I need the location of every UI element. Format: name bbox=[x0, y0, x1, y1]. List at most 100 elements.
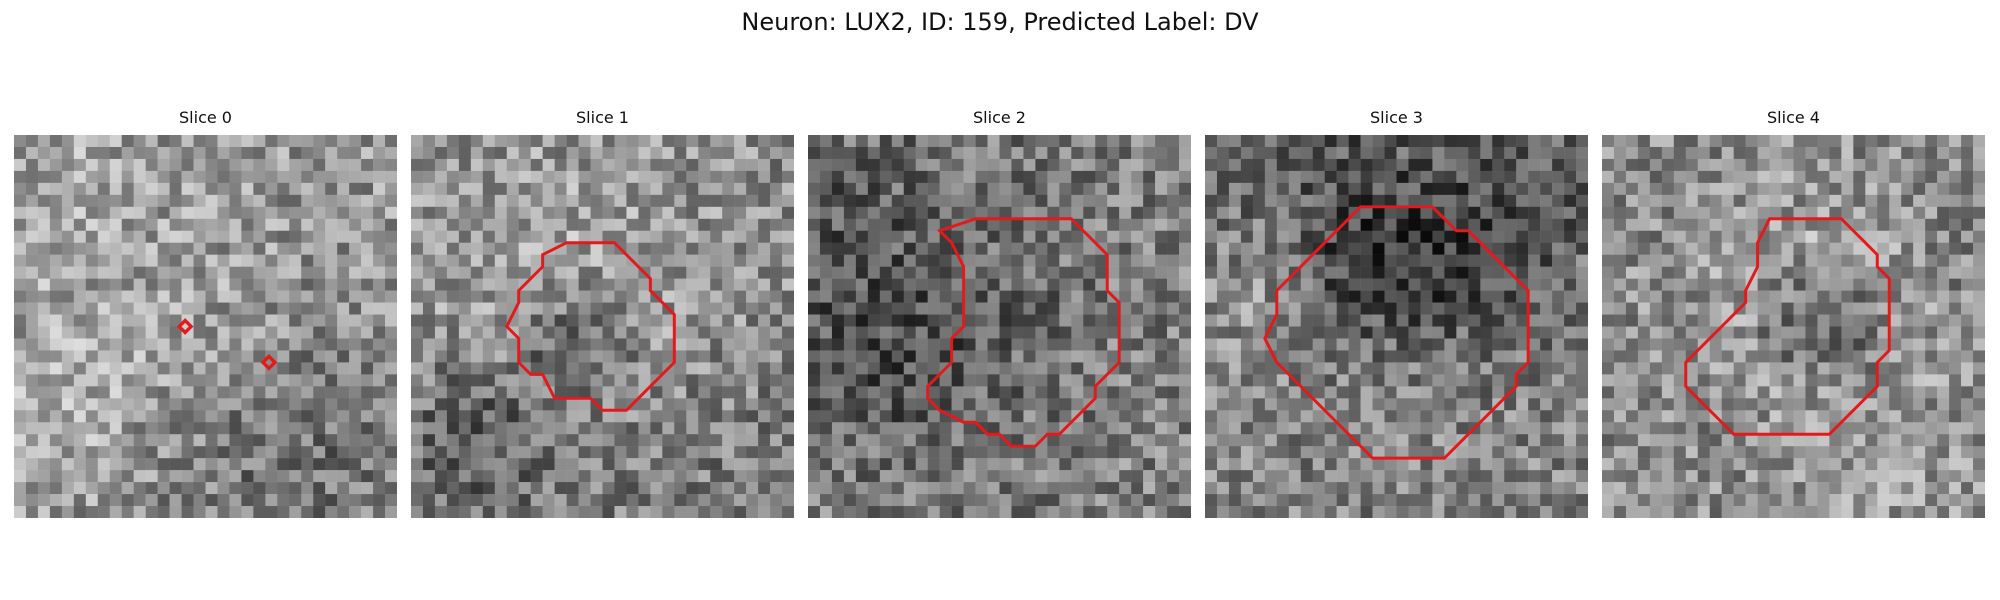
pixel-cell bbox=[241, 362, 254, 375]
pixel-cell bbox=[1468, 218, 1481, 231]
pixel-cell bbox=[1071, 362, 1084, 375]
pixel-cell bbox=[385, 422, 397, 435]
pixel-cell bbox=[1396, 362, 1409, 375]
pixel-cell bbox=[193, 458, 206, 471]
pixel-cell bbox=[542, 135, 555, 148]
pixel-cell bbox=[109, 350, 122, 363]
pixel-cell bbox=[1576, 314, 1588, 327]
pixel-cell bbox=[686, 194, 699, 208]
pixel-cell bbox=[1155, 374, 1168, 387]
pixel-cell bbox=[987, 194, 1000, 208]
pixel-cell bbox=[14, 278, 27, 291]
pixel-cell bbox=[145, 158, 158, 172]
pixel-cell bbox=[458, 446, 472, 459]
pixel-cell bbox=[782, 194, 794, 208]
pixel-cell bbox=[1492, 350, 1505, 363]
pixel-cell bbox=[446, 146, 460, 160]
pixel-cell bbox=[1817, 398, 1830, 411]
pixel-cell bbox=[205, 182, 218, 196]
pixel-cell bbox=[1216, 218, 1230, 231]
pixel-cell bbox=[1877, 398, 1890, 411]
pixel-cell bbox=[1384, 230, 1397, 243]
pixel-cell bbox=[758, 338, 771, 351]
pixel-cell bbox=[939, 170, 952, 184]
pixel-cell bbox=[1552, 290, 1565, 303]
pixel-cell bbox=[422, 470, 436, 483]
pixel-cell bbox=[1528, 506, 1541, 518]
pixel-cell bbox=[109, 170, 122, 184]
pixel-cell bbox=[1576, 434, 1588, 447]
pixel-cell bbox=[710, 458, 723, 471]
pixel-cell bbox=[1179, 482, 1191, 495]
pixel-cell bbox=[1384, 350, 1397, 363]
pixel-cell bbox=[843, 326, 857, 339]
pixel-cell bbox=[85, 206, 99, 220]
pixel-cell bbox=[1769, 146, 1782, 160]
pixel-cell bbox=[265, 470, 278, 483]
pixel-cell bbox=[1697, 434, 1710, 447]
pixel-cell bbox=[193, 398, 206, 411]
pixel-cell bbox=[1444, 146, 1457, 160]
pixel-cell bbox=[602, 182, 615, 196]
pixel-cell bbox=[891, 242, 904, 255]
pixel-cell bbox=[975, 290, 988, 303]
pixel-cell bbox=[578, 326, 591, 339]
pixel-cell bbox=[698, 158, 711, 172]
pixel-cell bbox=[1035, 218, 1048, 231]
pixel-cell bbox=[1095, 194, 1108, 208]
pixel-cell bbox=[1805, 146, 1818, 160]
pixel-cell bbox=[434, 314, 448, 327]
pixel-cell bbox=[133, 206, 146, 220]
pixel-cell bbox=[1179, 398, 1191, 411]
pixel-cell bbox=[97, 470, 110, 483]
pixel-cell bbox=[518, 338, 531, 351]
pixel-cell bbox=[530, 254, 543, 267]
pixel-cell bbox=[1865, 434, 1878, 447]
pixel-cell bbox=[1047, 350, 1060, 363]
pixel-cell bbox=[506, 242, 519, 255]
pixel-cell bbox=[1167, 458, 1180, 471]
pixel-cell bbox=[1673, 146, 1687, 160]
pixel-cell bbox=[1372, 302, 1385, 315]
pixel-cell bbox=[999, 506, 1012, 518]
pixel-cell bbox=[1673, 278, 1687, 291]
pixel-cell bbox=[1961, 230, 1974, 243]
pixel-cell bbox=[1083, 206, 1096, 220]
pixel-cell bbox=[843, 458, 857, 471]
pixel-cell bbox=[1709, 374, 1722, 387]
pixel-cell bbox=[349, 410, 362, 423]
pixel-cell bbox=[1697, 254, 1710, 267]
pixel-cell bbox=[1131, 218, 1144, 231]
pixel-cell bbox=[602, 302, 615, 315]
pixel-cell bbox=[1492, 170, 1505, 184]
pixel-cell bbox=[1444, 170, 1457, 184]
pixel-cell bbox=[1023, 410, 1036, 423]
pixel-cell bbox=[530, 182, 543, 196]
pixel-cell bbox=[915, 146, 928, 160]
pixel-cell bbox=[1336, 458, 1349, 471]
pixel-cell bbox=[987, 446, 1000, 459]
pixel-cell bbox=[1805, 266, 1818, 279]
pixel-cell bbox=[1095, 158, 1108, 172]
pixel-cell bbox=[37, 470, 51, 483]
pixel-cell bbox=[1071, 194, 1084, 208]
pixel-cell bbox=[698, 146, 711, 160]
pixel-cell bbox=[325, 218, 338, 231]
pixel-cell bbox=[1745, 146, 1758, 160]
pixel-cell bbox=[1781, 266, 1794, 279]
pixel-cell bbox=[217, 338, 230, 351]
pixel-cell bbox=[1769, 410, 1782, 423]
pixel-cell bbox=[891, 386, 904, 399]
pixel-cell bbox=[554, 434, 567, 447]
pixel-cell bbox=[903, 182, 916, 196]
pixel-cell bbox=[1709, 218, 1722, 231]
pixel-cell bbox=[1396, 302, 1409, 315]
pixel-cell bbox=[506, 158, 519, 172]
pixel-cell bbox=[662, 422, 675, 435]
pixel-cell bbox=[867, 506, 881, 518]
pixel-cell bbox=[205, 170, 218, 184]
pixel-cell bbox=[1769, 218, 1782, 231]
pixel-cell bbox=[1613, 194, 1627, 208]
pixel-cell bbox=[229, 206, 242, 220]
pixel-cell bbox=[770, 362, 783, 375]
